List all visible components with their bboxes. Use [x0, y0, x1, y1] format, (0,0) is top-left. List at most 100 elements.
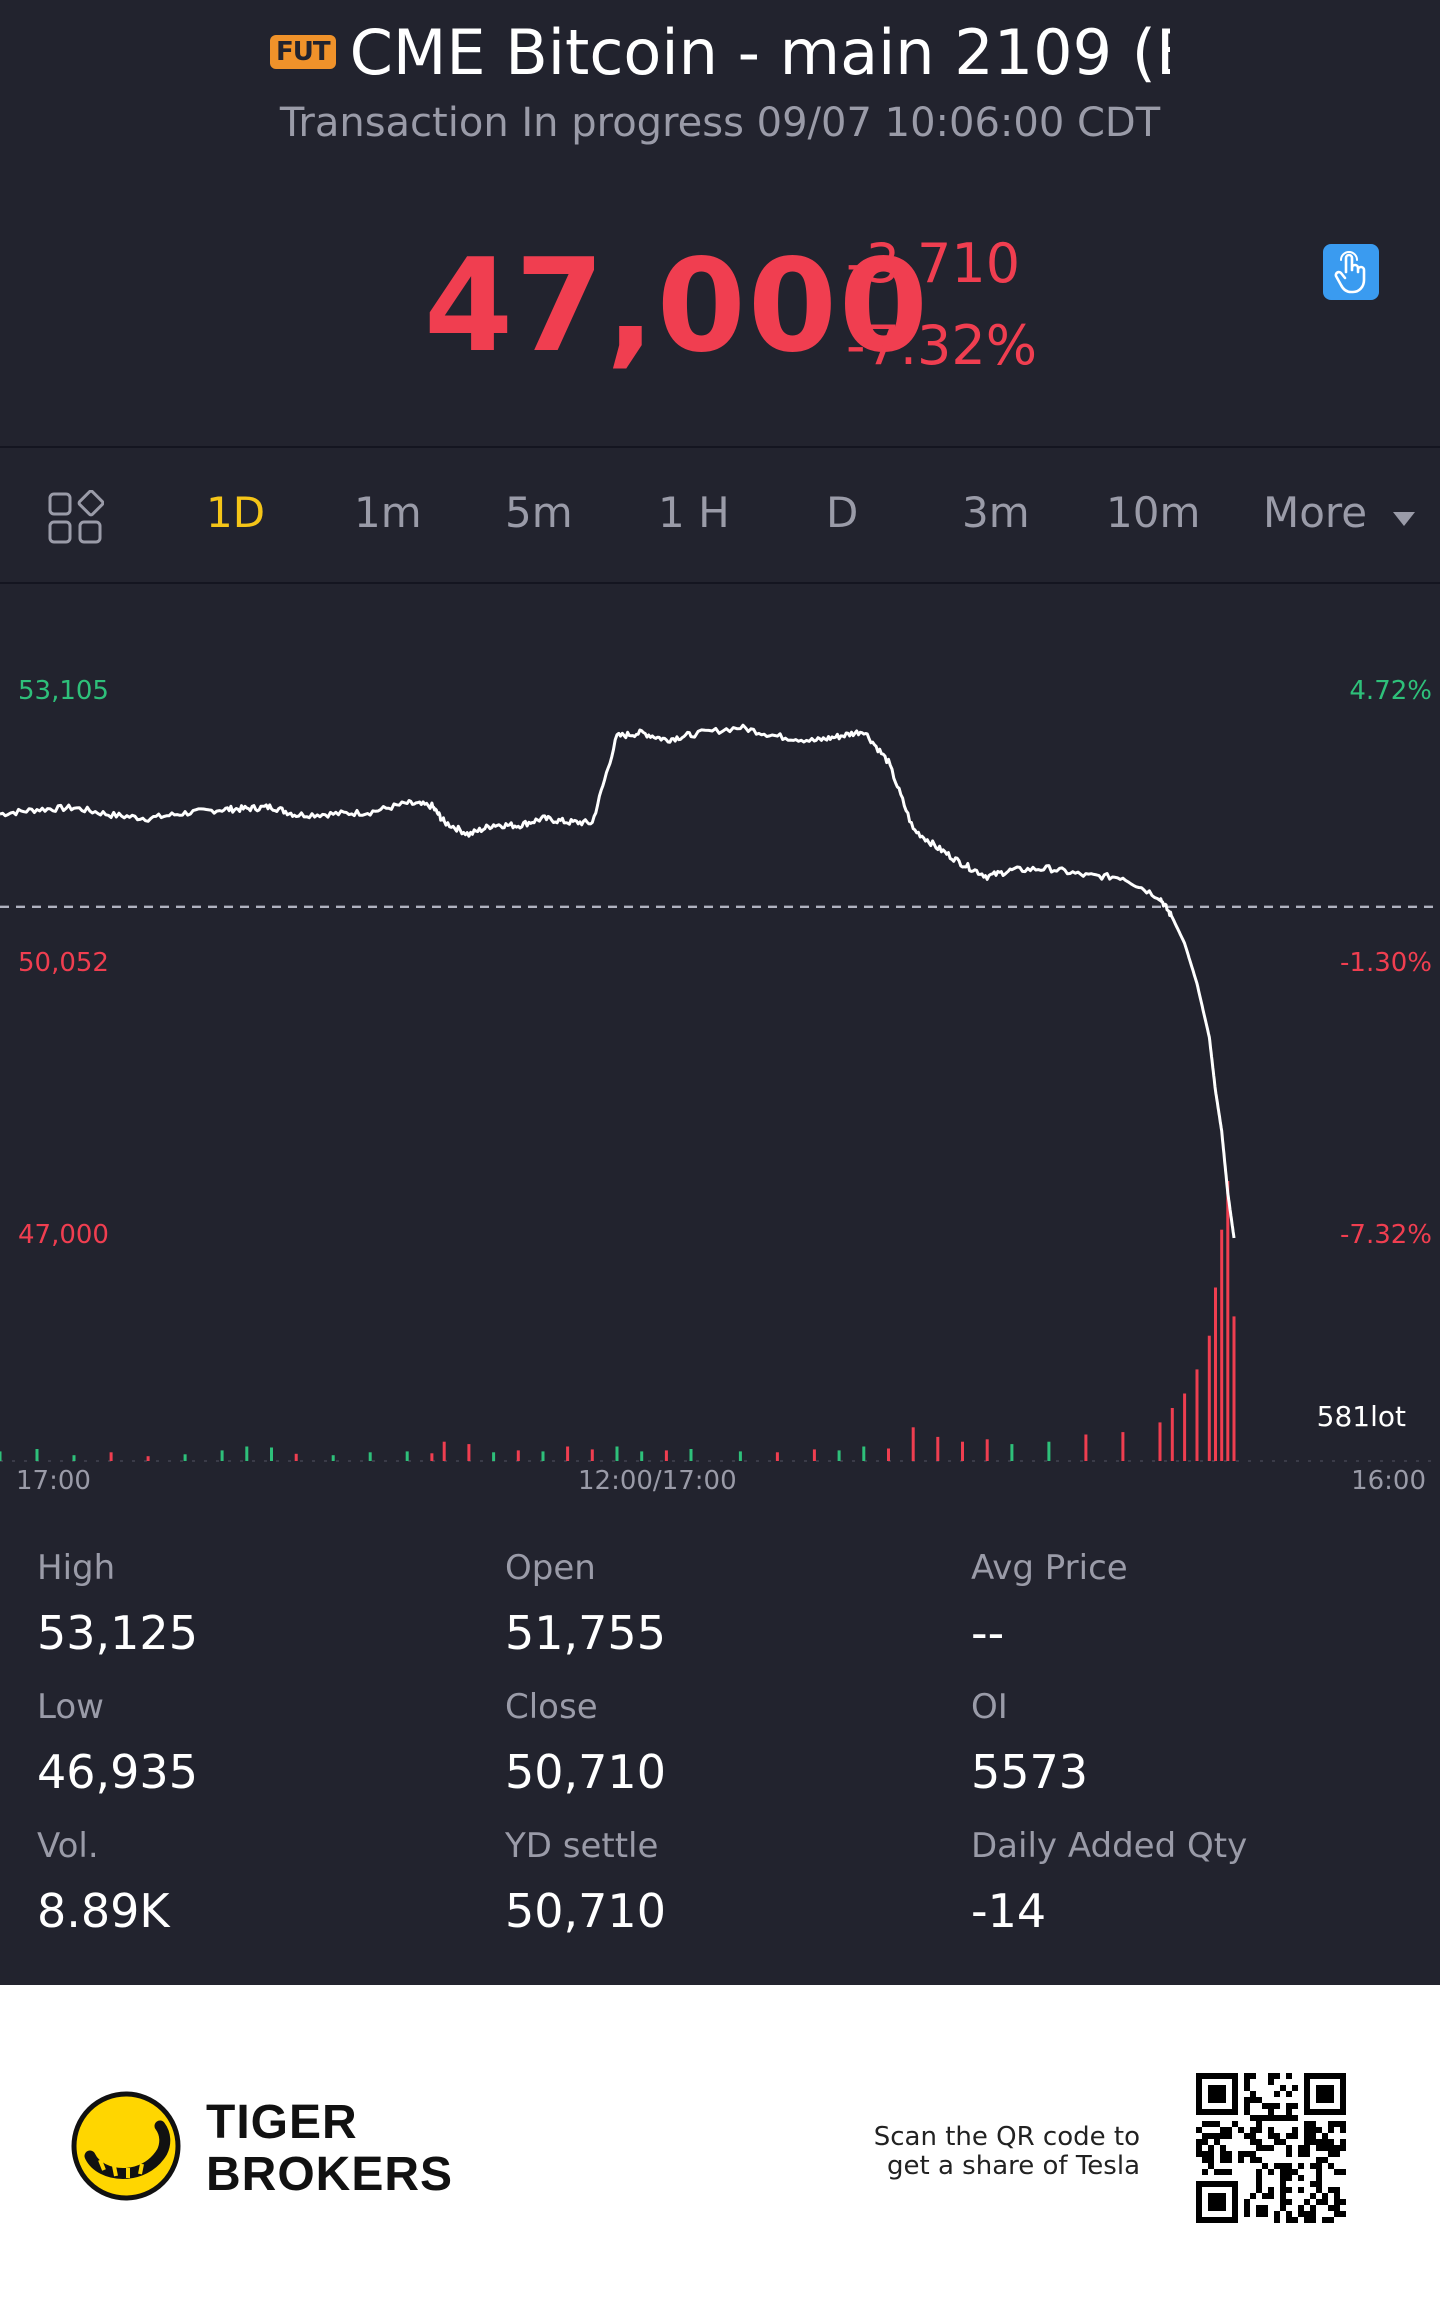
volume-bar	[430, 1453, 434, 1461]
volume-bar	[1226, 1181, 1230, 1461]
x-label-start: 17:00	[16, 1466, 91, 1496]
volume-bar	[1195, 1369, 1199, 1461]
chevron-down-icon[interactable]	[1393, 512, 1415, 526]
volume-bar	[615, 1446, 619, 1461]
title-wrap: FUT CME Bitcoin - main 2109 (BTC	[270, 16, 1170, 89]
volume-bars	[0, 1181, 1236, 1461]
volume-bar	[1214, 1287, 1217, 1461]
volume-bar	[1010, 1444, 1014, 1461]
stat-avg-price-label: Avg Price	[971, 1548, 1128, 1588]
quote-screen: FUT CME Bitcoin - main 2109 (BTC Transac…	[0, 0, 1440, 1985]
volume-bar	[590, 1449, 594, 1461]
last-price: 47,000	[424, 232, 930, 381]
volume-bar	[1121, 1432, 1125, 1461]
brand-name-line2: BROKERS	[206, 2148, 454, 2201]
volume-bar	[936, 1436, 940, 1461]
x-label-mid: 12:00/17:00	[578, 1466, 737, 1496]
divider	[0, 582, 1440, 584]
volume-bar	[220, 1450, 224, 1461]
y-pct-low: -7.32%	[1340, 1220, 1432, 1250]
tab-3m[interactable]: 3m	[962, 488, 1030, 537]
volume-bar	[270, 1447, 273, 1461]
tab-more[interactable]: More	[1263, 488, 1368, 537]
price-line-chart	[0, 723, 1440, 1462]
x-label-end: 16:00	[1351, 1466, 1426, 1496]
volume-bar	[961, 1441, 964, 1461]
volume-bar	[109, 1452, 113, 1461]
stat-daily-added-value: -14	[971, 1884, 1047, 1938]
volume-bar	[72, 1455, 76, 1461]
volume-bar	[689, 1449, 693, 1461]
price-line	[0, 723, 1236, 1239]
volume-bar	[1207, 1335, 1211, 1461]
volume-bar	[516, 1450, 520, 1461]
hand-pointer-icon	[1334, 251, 1366, 294]
stat-daily-added-label: Daily Added Qty	[971, 1826, 1248, 1866]
stat-high-value: 53,125	[37, 1606, 198, 1660]
volume-bar	[640, 1451, 644, 1461]
volume-bar	[245, 1446, 249, 1461]
volume-bar	[985, 1439, 989, 1461]
stat-oi-label: OI	[971, 1687, 1008, 1727]
y-label-high: 53,105	[18, 676, 109, 706]
stat-yd-settle-value: 50,710	[505, 1884, 666, 1938]
tab-5m[interactable]: 5m	[505, 488, 573, 537]
volume-bar	[368, 1452, 372, 1461]
volume-bar	[812, 1449, 816, 1461]
volume-bar	[0, 1451, 2, 1461]
title-row: FUT CME Bitcoin - main 2109 (BTC	[0, 12, 1440, 92]
tab-day[interactable]: D	[826, 488, 859, 537]
indicators-grid-icon[interactable]	[48, 490, 104, 546]
volume-label: 581lot	[1316, 1400, 1406, 1433]
volume-bar	[1047, 1441, 1051, 1461]
volume-bar	[146, 1456, 150, 1461]
stat-low-value: 46,935	[37, 1745, 198, 1799]
tab-10m[interactable]: 10m	[1106, 488, 1201, 537]
tab-1m[interactable]: 1m	[354, 488, 422, 537]
volume-bar	[738, 1451, 742, 1461]
stat-open-label: Open	[505, 1548, 596, 1588]
tab-1h[interactable]: 1 H	[658, 488, 730, 537]
volume-bar	[35, 1449, 39, 1461]
qr-code[interactable]	[1196, 2073, 1346, 2223]
stat-close-value: 50,710	[505, 1745, 666, 1799]
touch-mode-button[interactable]	[1323, 244, 1379, 300]
tiger-logo-icon	[71, 2091, 181, 2201]
volume-bar	[467, 1444, 471, 1461]
y-pct-high: 4.72%	[1349, 676, 1432, 706]
volume-bar	[837, 1450, 841, 1461]
volume-bar	[183, 1454, 187, 1461]
trading-status: Transaction In progress 09/07 10:06:00 C…	[279, 100, 1161, 146]
volume-bar	[492, 1452, 496, 1461]
y-label-mid: 50,052	[18, 948, 109, 978]
y-label-low: 47,000	[18, 1220, 109, 1250]
stat-yd-settle-label: YD settle	[505, 1826, 659, 1866]
volume-bar	[664, 1450, 668, 1461]
y-pct-mid: -1.30%	[1340, 948, 1432, 978]
volume-bar	[775, 1452, 779, 1461]
volume-bar	[1183, 1393, 1187, 1461]
volume-bar	[911, 1427, 915, 1461]
volume-bar	[862, 1446, 866, 1461]
price-change: -3,710	[846, 232, 1021, 295]
intraday-chart[interactable]: 53,105 50,052 47,000 4.72% -1.30% -7.32%…	[0, 588, 1440, 1508]
stat-oi-value: 5573	[971, 1745, 1089, 1799]
stat-open-value: 51,755	[505, 1606, 666, 1660]
scan-prompt-line2: get a share of Tesla	[887, 2151, 1140, 2181]
brand-name-line1: TIGER	[206, 2096, 358, 2149]
futures-badge: FUT	[270, 35, 336, 69]
period-tabs: 1D 1m 5m 1 H D 3m 10m More	[0, 450, 1440, 582]
volume-bar	[1220, 1229, 1224, 1461]
stat-high-label: High	[37, 1548, 116, 1588]
stat-avg-price-value: --	[971, 1606, 1005, 1660]
share-footer: TIGER BROKERS Scan the QR code to get a …	[0, 1985, 1440, 2309]
stat-volume-value: 8.89K	[37, 1884, 170, 1938]
volume-bar	[1170, 1408, 1174, 1461]
tab-1d[interactable]: 1D	[206, 488, 266, 537]
stat-volume-label: Vol.	[37, 1826, 99, 1866]
volume-bar	[1232, 1316, 1236, 1461]
volume-bar	[442, 1441, 446, 1461]
volume-bar	[1158, 1422, 1162, 1461]
volume-bar	[405, 1451, 409, 1461]
volume-bar	[1084, 1434, 1088, 1461]
